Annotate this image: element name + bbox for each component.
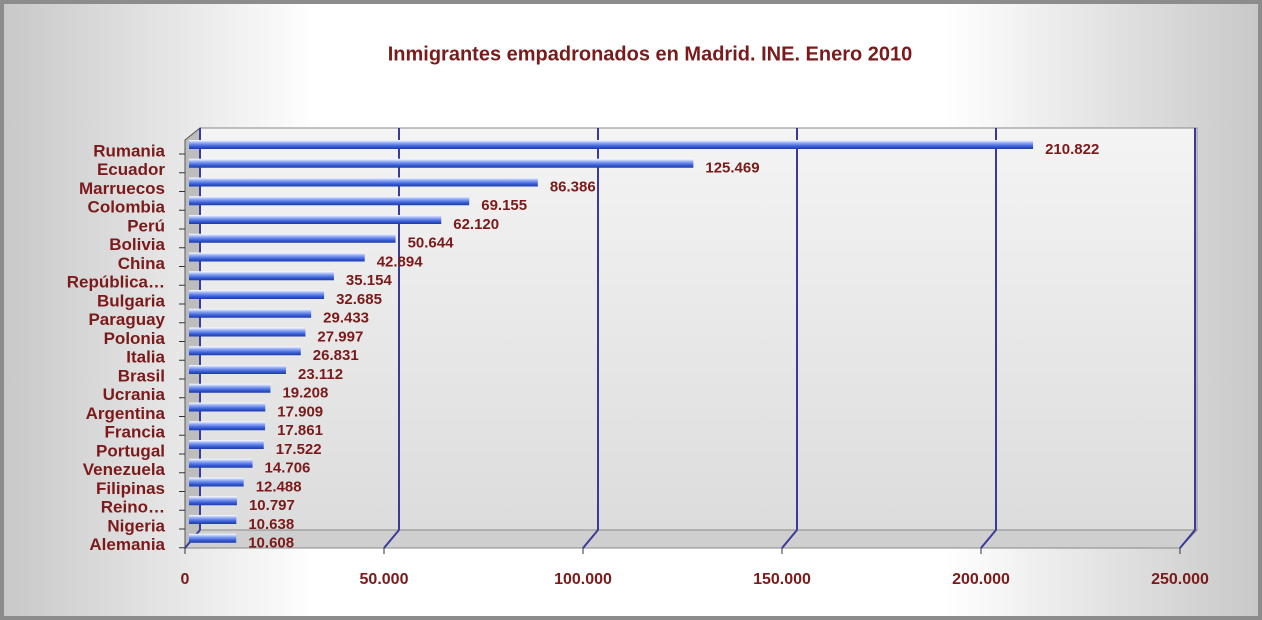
floor (183, 529, 1199, 549)
y-tick-label: Ucrania (103, 385, 166, 404)
bar (189, 196, 470, 206)
y-tick-label: Alemania (89, 535, 165, 554)
value-label: 42.894 (377, 253, 424, 270)
y-tick-label: Brasil (118, 366, 165, 385)
bar (189, 290, 325, 299)
y-tick-label: Marruecos (79, 179, 165, 198)
grid-line (582, 529, 599, 549)
bar (189, 477, 244, 487)
value-label: 17.861 (277, 422, 323, 439)
value-label: 26.831 (313, 347, 359, 364)
bar (189, 308, 312, 318)
value-label: 86.386 (550, 178, 596, 195)
value-label: 19.208 (282, 385, 328, 402)
bar (189, 252, 365, 262)
bar (189, 440, 264, 449)
bar (189, 177, 538, 187)
value-label: 35.154 (346, 272, 393, 289)
bar (189, 346, 301, 356)
bar (189, 515, 237, 524)
value-label: 23.112 (298, 366, 343, 383)
bar (189, 215, 442, 224)
bar (189, 402, 266, 412)
x-tick-label: 250.000 (1151, 571, 1209, 588)
bar (189, 158, 694, 168)
value-label: 10.797 (249, 497, 295, 514)
bar (189, 496, 237, 506)
x-tick-label: 0 (181, 571, 190, 588)
x-tick-label: 150.000 (753, 571, 811, 588)
grid-line (781, 529, 798, 549)
y-tick-label: Bolivia (109, 235, 165, 254)
value-label: 50.644 (408, 235, 455, 252)
value-label: 10.638 (248, 516, 294, 533)
value-label: 125.469 (705, 160, 759, 177)
y-tick-label: Bulgaria (97, 291, 166, 310)
x-tick-label: 200.000 (952, 571, 1010, 588)
grid-line (1179, 529, 1196, 549)
value-label: 10.608 (248, 535, 294, 552)
bar (189, 271, 334, 281)
y-tick-label: Francia (105, 423, 166, 442)
bar (189, 383, 271, 393)
y-tick-label: Paraguay (88, 310, 165, 329)
value-label: 17.522 (276, 441, 322, 458)
y-tick-label: Venezuela (83, 460, 166, 479)
grid-line (383, 529, 400, 549)
y-tick-label: China (118, 254, 166, 273)
value-label: 210.822 (1045, 141, 1099, 158)
chart-title: Inmigrantes empadronados en Madrid. INE.… (388, 43, 913, 65)
grid-line (980, 529, 997, 549)
value-label: 17.909 (277, 403, 323, 420)
value-label: 14.706 (265, 460, 311, 477)
bar (189, 327, 306, 337)
y-tick-label: Polonia (104, 329, 166, 348)
y-tick-label: Argentina (86, 404, 166, 423)
value-label: 62.120 (453, 216, 499, 233)
value-label: 29.433 (323, 310, 369, 327)
y-tick-label: Nigeria (107, 516, 165, 535)
y-tick-label: Reino… (101, 498, 165, 517)
y-tick-label: Filipinas (96, 479, 165, 498)
x-tick-label: 100.000 (554, 571, 612, 588)
bar (189, 365, 286, 374)
value-label: 69.155 (481, 197, 527, 214)
value-label: 32.685 (336, 291, 382, 308)
x-tick-label: 50.000 (360, 571, 409, 588)
y-tick-label: Rumania (93, 141, 165, 160)
bar (189, 458, 253, 468)
bar (189, 140, 1034, 149)
value-label: 12.488 (256, 478, 302, 495)
y-tick-label: Colombia (88, 198, 166, 217)
bar (189, 421, 266, 431)
y-tick-label: Italia (126, 348, 165, 367)
y-tick-label: República… (67, 273, 165, 292)
bar (189, 233, 396, 243)
y-tick-label: Ecuador (97, 160, 165, 179)
y-tick-label: Portugal (96, 441, 165, 460)
bar (189, 533, 237, 543)
y-tick-label: Perú (127, 216, 165, 235)
value-label: 27.997 (317, 328, 363, 345)
